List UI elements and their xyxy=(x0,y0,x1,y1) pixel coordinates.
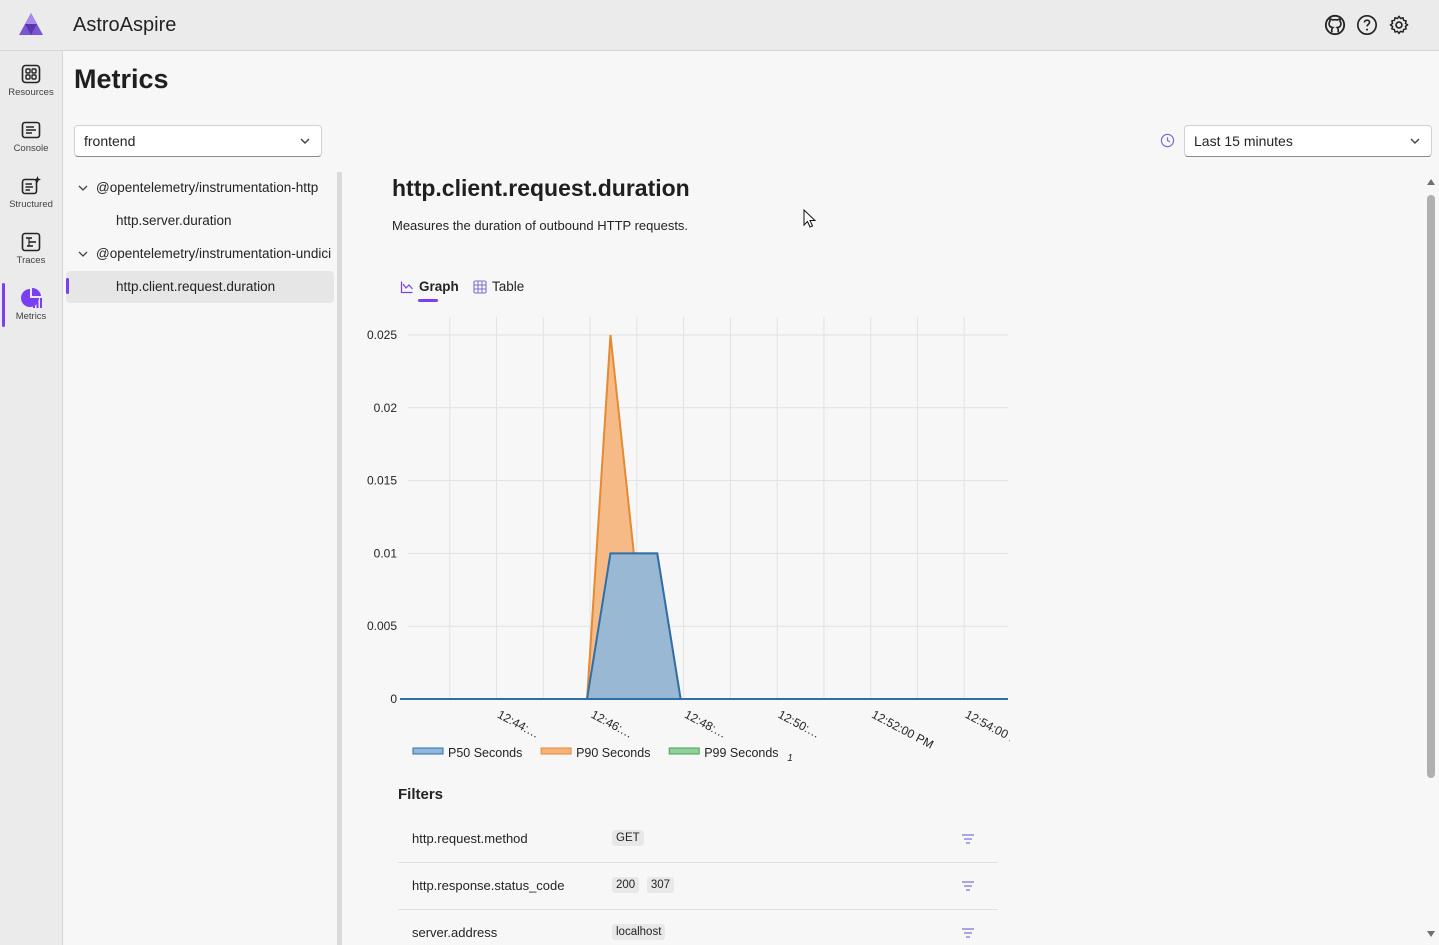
filter-icon[interactable] xyxy=(961,833,975,845)
filters-title: Filters xyxy=(398,786,444,803)
app-title[interactable]: AstroAspire xyxy=(73,14,177,36)
tab-graph[interactable]: Graph xyxy=(400,279,460,303)
filter-value-chip: 307 xyxy=(646,877,674,893)
top-header: AstroAspire xyxy=(0,0,1439,51)
chevron-down-icon[interactable] xyxy=(78,249,88,259)
chevron-down-icon xyxy=(300,138,310,144)
tree-item-label: http.client.request.duration xyxy=(116,279,276,294)
tree-group-label: @opentelemetry/instrumentation-http xyxy=(96,180,319,195)
metrics-icon xyxy=(21,287,42,308)
nav-item-traces[interactable]: Traces xyxy=(0,223,62,275)
tree-item-selected[interactable]: http.client.request.duration xyxy=(66,271,334,303)
y-tick-label: 0 xyxy=(390,692,397,706)
tab-active-indicator xyxy=(418,299,438,302)
tree-item[interactable]: http.server.duration xyxy=(66,205,334,237)
filter-value-chip: localhost xyxy=(612,924,666,940)
tree-group-label: @opentelemetry/instrumentation-undici xyxy=(96,246,332,261)
x-tick-label: 12:52:00 PM xyxy=(869,707,936,751)
clock-icon xyxy=(1160,133,1175,148)
chevron-down-icon xyxy=(1410,138,1420,144)
filter-name: server.address xyxy=(412,925,498,940)
nav-item-console[interactable]: Console xyxy=(0,111,62,163)
filter-row: server.address localhost xyxy=(398,910,998,945)
panel-splitter[interactable] xyxy=(337,172,342,945)
tab-label: Table xyxy=(492,279,525,294)
tree-item-label: http.server.duration xyxy=(116,213,232,228)
metric-chart[interactable]: 0 0.005 0.01 0.015 0.02 0.025 12:44:… 12:46:… 12… xyxy=(350,310,1010,770)
legend-suffix: 1 xyxy=(787,753,793,764)
resources-icon xyxy=(21,64,41,84)
traces-icon xyxy=(21,232,41,252)
metric-description: Measures the duration of outbound HTTP r… xyxy=(392,218,689,233)
nav-label: Console xyxy=(13,143,49,154)
x-tick-label: 12:54:00 PM xyxy=(963,707,1010,751)
side-nav: Resources Console Structured Traces xyxy=(0,51,63,945)
filter-row: http.request.method GET xyxy=(398,816,998,863)
nav-label: Structured xyxy=(9,199,53,210)
series-area-p90-seconds xyxy=(400,335,1008,699)
y-tick-label: 0.02 xyxy=(374,401,398,415)
github-icon[interactable] xyxy=(1324,14,1346,36)
structured-icon xyxy=(21,176,41,195)
filter-icon[interactable] xyxy=(961,927,975,939)
y-tick-label: 0.015 xyxy=(367,474,397,488)
page-title: Metrics xyxy=(74,64,169,94)
nav-item-resources[interactable]: Resources xyxy=(0,55,62,107)
x-tick-label: 12:48:… xyxy=(682,707,729,741)
filter-value-chip: 200 xyxy=(612,877,640,893)
series-line-p90-seconds xyxy=(400,334,1008,700)
filter-value-chip: GET xyxy=(612,830,644,846)
nav-item-structured[interactable]: Structured xyxy=(0,167,62,219)
nav-label: Resources xyxy=(8,87,54,98)
legend-swatch xyxy=(668,747,700,755)
metric-title: http.client.request.duration xyxy=(392,175,690,201)
help-icon[interactable] xyxy=(1356,14,1378,36)
legend-label: P50 Seconds xyxy=(448,746,522,760)
x-tick-label: 12:44:… xyxy=(495,707,542,741)
resource-select[interactable]: frontend xyxy=(74,125,322,157)
x-tick-label: 12:50:… xyxy=(776,707,823,741)
table-icon xyxy=(473,280,487,294)
chevron-down-icon[interactable] xyxy=(78,183,88,193)
nav-label: Metrics xyxy=(15,311,47,322)
graph-icon xyxy=(400,281,413,294)
console-icon xyxy=(21,121,41,139)
nav-label: Traces xyxy=(16,255,46,266)
legend-swatch xyxy=(540,747,572,755)
y-tick-label: 0.025 xyxy=(367,328,397,342)
mouse-cursor-icon xyxy=(803,209,817,228)
scrollbar-thumb[interactable] xyxy=(1427,195,1435,778)
legend-label: P99 Seconds xyxy=(704,746,778,760)
tree-group[interactable]: @opentelemetry/instrumentation-undici xyxy=(66,238,334,270)
legend-swatch xyxy=(412,747,444,755)
resource-select-value: frontend xyxy=(84,133,136,149)
scroll-down-arrow-icon[interactable] xyxy=(1426,930,1436,938)
time-range-select[interactable]: Last 15 minutes xyxy=(1184,125,1432,157)
y-tick-label: 0.005 xyxy=(367,619,397,633)
x-tick-label: 12:46:… xyxy=(589,707,636,741)
time-range-value: Last 15 minutes xyxy=(1194,133,1293,149)
scroll-up-arrow-icon[interactable] xyxy=(1426,178,1436,186)
legend-label: P90 Seconds xyxy=(576,746,650,760)
y-tick-label: 0.01 xyxy=(374,546,398,560)
settings-gear-icon[interactable] xyxy=(1388,14,1410,36)
filter-name: http.response.status_code xyxy=(412,878,565,893)
nav-item-metrics[interactable]: Metrics xyxy=(0,279,62,331)
filter-row: http.response.status_code 200 307 xyxy=(398,863,998,910)
tree-group[interactable]: @opentelemetry/instrumentation-http xyxy=(66,172,334,204)
filter-icon[interactable] xyxy=(961,880,975,892)
filter-name: http.request.method xyxy=(412,831,528,846)
tab-table[interactable]: Table xyxy=(473,279,529,303)
tab-label: Graph xyxy=(419,279,459,294)
app-logo-icon[interactable] xyxy=(18,12,44,36)
